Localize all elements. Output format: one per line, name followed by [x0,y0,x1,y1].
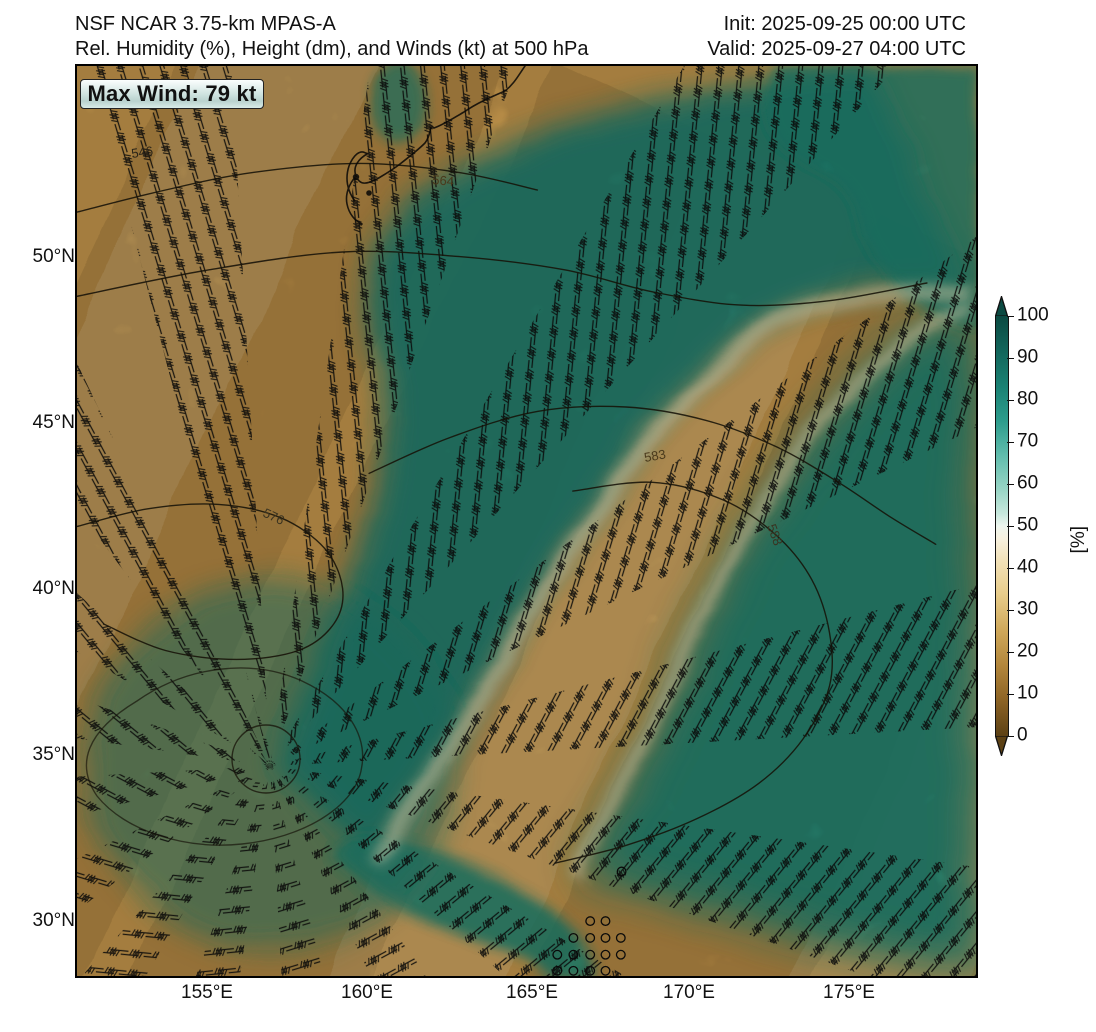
svg-text:564: 564 [432,172,455,189]
svg-text:546: 546 [130,143,154,161]
